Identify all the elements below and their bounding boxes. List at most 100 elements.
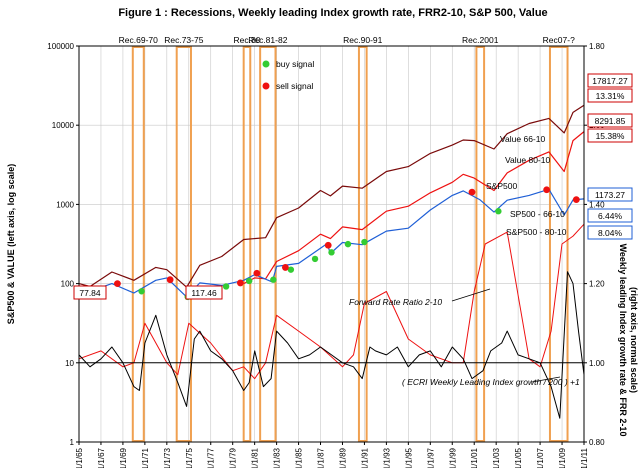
callout-77-box [73,285,107,300]
chart-title: Figure 1 : Recessions, Weekly leading In… [118,7,547,19]
x-tick-label: 1/1/65 [75,447,84,468]
x-tick-label: 1/1/79 [229,447,238,468]
right-box-5-text: 1173.27 [595,190,625,200]
buy-signal-point [270,276,277,283]
right-box-3 [587,113,633,128]
ecri-annotation: ( ECRI Weekly Leading Index growth / 200… [402,377,580,387]
left-tick-label: 10 [65,359,74,368]
right-box-4-text: 15.38% [596,131,625,141]
series-line-forward-rate-ratio-2-10 [78,223,585,380]
y-axis-right-label-2: (right axis, normal scale) [629,287,639,393]
x-tick-label: 1/1/07 [536,447,545,468]
right-box-1-text: 17817.27 [592,76,628,86]
sell-signal-point [281,264,289,271]
buy-signal-point [138,288,145,295]
x-tick-label: 1/1/67 [97,447,106,468]
x-tick-label: 1/1/97 [426,447,435,468]
left-tick-label: 1000 [56,200,74,209]
right-tick-label: 1.40 [589,200,605,209]
plot-frame [78,45,585,443]
right-box-7-text: 8.04% [598,228,623,238]
buy-signal-point [287,266,295,273]
callout-117-box [185,285,223,300]
series-line-value-66-10 [78,104,585,288]
recession-band [175,46,192,442]
legend-sell-marker [262,82,270,90]
sell-signal-point [572,196,580,203]
x-tick-label: 1/1/75 [185,447,194,468]
right-box-2 [587,88,633,103]
right-box-7 [587,225,633,240]
left-tick-label: 10000 [52,121,75,130]
right-tick-label: 1.00 [589,359,605,368]
recession-band [475,46,486,442]
buy-signal-point [245,277,253,285]
x-tick-label: 1/1/71 [141,447,150,468]
recession-label: Rec.80 [233,35,260,45]
legend-buy-marker [262,60,270,68]
recession-band [131,46,145,442]
x-tick-label: 1/1/81 [251,447,260,468]
x-tick-label: 1/1/01 [470,447,479,468]
sp500-annotation: S&P500 [486,181,517,191]
right-box-6 [587,208,633,223]
sell-signal-point [324,241,332,249]
right-tick-label: 0.80 [589,438,605,447]
recession-label: Rec.81-82 [248,35,287,45]
frr-annotation-arrow [451,288,491,302]
x-tick-label: 1/1/87 [317,447,326,468]
sell-signal-point [543,186,551,194]
right-box-4 [587,128,633,143]
x-tick-label: 1/1/77 [207,447,216,468]
right-box-6-text: 6.44% [598,211,623,221]
x-tick-label: 1/1/91 [360,447,369,468]
recession-label: Rec.73-75 [164,35,203,45]
legend-buy-label: buy signal [276,59,314,69]
right-box-2-text: 13.31% [596,91,625,101]
y-axis-right-label-1: Weekly leading Index growth rate & FRR 2… [618,244,628,437]
x-tick-label: 1/1/93 [382,447,391,468]
right-box-3-text: 8291.85 [595,116,626,126]
left-tick-label: 100 [61,280,75,289]
buy-signal-point [344,240,352,248]
recession-band [259,46,277,442]
sell-signal-point [236,279,244,287]
recession-label: Rec.2001 [462,35,499,45]
recession-label: Rec07-? [543,35,575,45]
x-tick-label: 1/1/95 [404,447,413,468]
value80-annotation: Value 80-10 [505,155,550,165]
buy-signal-point [311,255,319,263]
callout-117-text: 117.46 [191,288,217,298]
right-tick-label: 1.80 [589,42,605,51]
buy-signal-point [495,208,502,215]
sp500-66-annotation: SP500 - 66-10 [510,209,565,219]
frr-annotation: Forward Rate Ratio 2-10 [349,297,442,307]
series-line-ecri-weekly-leading-index-growth-200-1 [78,271,585,419]
buy-signal-point [222,283,230,290]
legend-sell-label: sell signal [276,81,313,91]
x-tick-label: 1/1/99 [448,447,457,468]
x-tick-label: 1/1/89 [338,447,347,468]
sell-signal-point [253,269,261,277]
left-tick-label: 1 [70,438,75,447]
ecri-annotation-arrow [531,376,561,383]
callout-77-text: 77.84 [79,288,101,298]
x-tick-label: 1/1/83 [273,447,282,468]
x-tick-label: 1/1/05 [514,447,523,468]
recession-band [548,46,569,442]
buy-signal-point [361,238,368,246]
recession-band [242,46,252,442]
series-lines [78,104,585,419]
value66-annotation: Value 66-10 [500,134,545,144]
right-box-5 [587,187,633,202]
x-tick-label: 1/1/09 [558,447,567,468]
recession-label: Rec.69-70 [119,35,158,45]
legend: buy signal sell signal [262,59,314,91]
sell-signal-point [114,280,121,287]
right-tick-label: 1.20 [589,280,605,289]
left-tick-label: 100000 [47,42,74,51]
sp500-80-annotation: S&P500 - 80-10 [506,227,567,237]
y-axis-left-label: S&P500 & VALUE (left axis, log scale) [6,164,16,324]
